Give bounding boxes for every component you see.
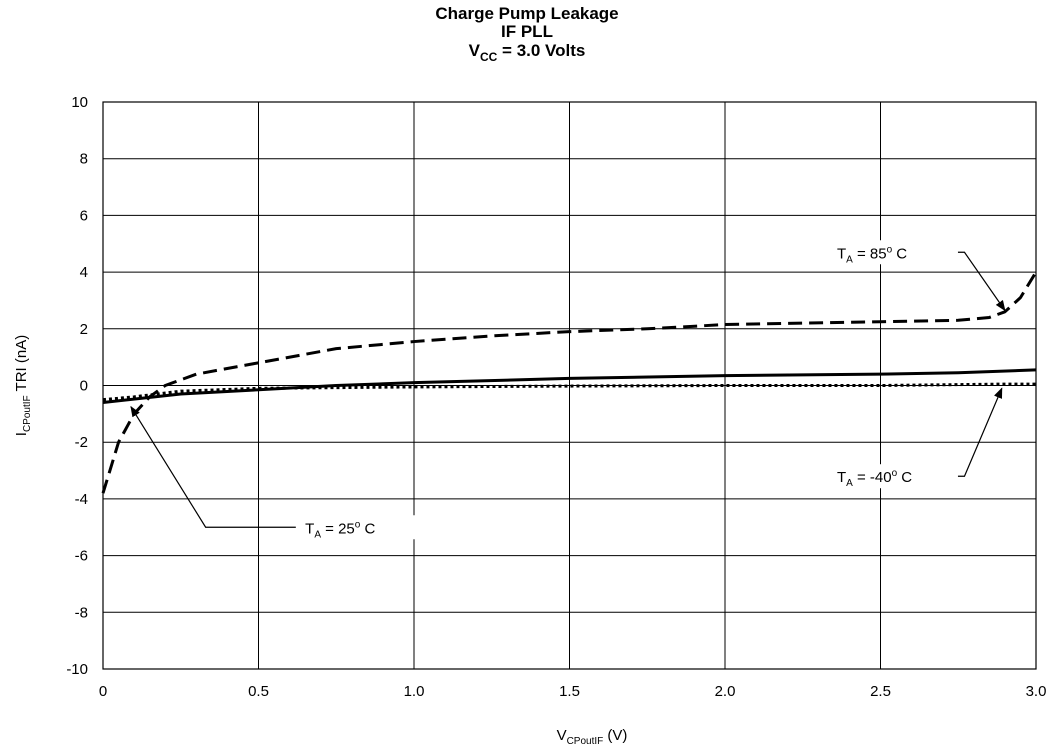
y-tick-label: 2 — [80, 321, 88, 338]
annotation-label-85: TA = 85o C — [837, 244, 907, 265]
annotation-label-m40: TA = -40o C — [837, 468, 912, 489]
x-axis-label: VCPoutIF (V) — [557, 727, 628, 747]
series-line-25c — [102, 368, 1037, 405]
annotation-t-symbol: T — [837, 469, 846, 486]
x-tick-label: 3.0 — [1026, 683, 1047, 700]
y-tick-label: -2 — [75, 434, 88, 451]
annotation-unit: C — [360, 520, 375, 537]
annotation-degree: o — [355, 519, 361, 530]
annotation-t-symbol: T — [305, 520, 314, 537]
y-axis-label-unit: TRI (nA) — [13, 335, 30, 396]
y-axis-label-symbol: I — [13, 432, 30, 436]
x-tick-label: 1.5 — [559, 683, 580, 700]
title-v-symbol: V — [468, 41, 480, 60]
chart-title-line-1: Charge Pump Leakage — [435, 4, 619, 23]
y-tick-label: -4 — [75, 491, 88, 508]
annotation-value: = -40 — [853, 469, 892, 486]
chart-title-line-3: VCC = 3.0 Volts — [0, 41, 1054, 64]
annotation-bg-85 — [832, 240, 958, 265]
y-tick-label: 8 — [80, 151, 88, 168]
title-v-value: = 3.0 Volts — [497, 41, 586, 60]
x-axis-label-unit: (V) — [603, 727, 627, 744]
chart-title-line-2: IF PLL — [501, 22, 553, 41]
x-tick-label: 1.0 — [404, 683, 425, 700]
annotation-unit: C — [897, 469, 912, 486]
annotation-unit: C — [892, 245, 907, 262]
y-axis-label: ICPoutIF TRI (nA) — [13, 335, 33, 436]
annotation-bg-25 — [301, 515, 427, 540]
y-tick-label: 6 — [80, 207, 88, 224]
y-tick-label: 10 — [71, 94, 88, 111]
x-axis-label-subscript: CPoutIF — [567, 736, 604, 747]
annotation-t-symbol: T — [837, 245, 846, 262]
annotation-value: = 85 — [853, 245, 887, 262]
annotation-bg-m40 — [832, 464, 958, 489]
x-axis-label-symbol: V — [557, 727, 567, 744]
title-v-subscript: CC — [479, 50, 498, 64]
annotation-value: = 25 — [321, 520, 355, 537]
y-tick-label: -8 — [75, 604, 88, 621]
y-tick-label: -10 — [66, 661, 88, 678]
x-tick-label: 2.5 — [870, 683, 891, 700]
x-tick-label: 2.0 — [715, 683, 736, 700]
y-tick-label: -6 — [75, 548, 88, 565]
y-axis-label-subscript: CPoutIF — [22, 395, 33, 432]
y-tick-label: 0 — [80, 378, 88, 395]
series-line-minus40c — [102, 382, 1036, 402]
annotation-degree: o — [887, 244, 893, 255]
annotation-subscript: A — [314, 529, 321, 540]
x-tick-label: 0.5 — [248, 683, 269, 700]
y-tick-label: 4 — [80, 264, 88, 281]
annotation-subscript: A — [846, 254, 853, 265]
x-tick-label: 0 — [99, 683, 107, 700]
annotation-leader-25 — [130, 405, 296, 528]
annotation-label-25: TA = 25o C — [305, 519, 375, 540]
annotation-subscript: A — [846, 478, 853, 489]
annotation-degree: o — [892, 468, 898, 479]
